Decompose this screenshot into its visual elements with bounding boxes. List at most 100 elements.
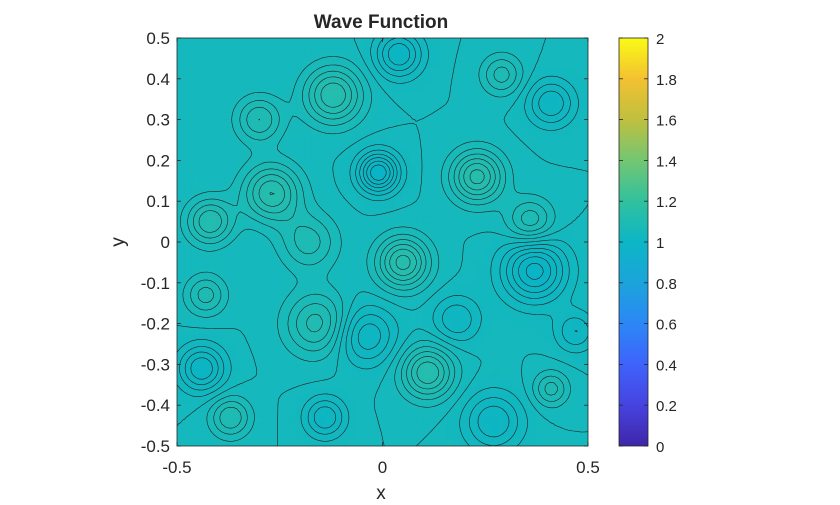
heat-cell: [483, 364, 492, 373]
heat-cell: [378, 245, 387, 254]
heat-cell: [326, 208, 335, 217]
heat-cell: [446, 371, 455, 380]
heat-cell: [229, 178, 238, 187]
heat-cell: [431, 408, 440, 417]
heat-cell: [543, 431, 552, 440]
heat-cell: [558, 371, 567, 380]
heat-cell: [558, 178, 567, 187]
heat-cell: [341, 112, 350, 121]
heat-cell: [371, 193, 380, 202]
heat-cell: [378, 379, 387, 388]
heat-cell: [251, 438, 260, 446]
heat-cell: [281, 178, 290, 187]
heat-cell: [386, 67, 395, 76]
heat-cell: [191, 364, 201, 373]
heat-cell: [520, 401, 529, 410]
heat-cell: [475, 238, 484, 247]
heat-cell: [543, 208, 552, 217]
heat-cell: [460, 312, 470, 321]
heat-cell: [259, 82, 268, 91]
heat-cell: [371, 127, 380, 136]
heat-cell: [401, 141, 410, 150]
heat-cell: [460, 164, 470, 173]
heat-cell: [401, 260, 410, 269]
heat-cell: [184, 423, 193, 432]
heat-cell: [199, 178, 208, 187]
heat-cell: [408, 290, 417, 299]
heat-cell: [296, 364, 305, 373]
heat-cell: [221, 349, 230, 358]
heat-cell: [363, 297, 372, 306]
heat-cell: [304, 97, 313, 106]
heat-cell: [550, 60, 559, 69]
heat-cell: [184, 75, 193, 84]
heat-cell: [356, 178, 365, 187]
heat-cell: [573, 141, 582, 150]
heat-cell: [304, 238, 313, 247]
heat-cell: [259, 297, 268, 306]
heat-cell: [221, 394, 230, 403]
heat-cell: [483, 60, 492, 69]
heat-cell: [318, 364, 328, 373]
heat-cell: [348, 334, 357, 343]
heat-cell: [438, 379, 447, 388]
heat-cell: [259, 223, 268, 232]
heat-cell: [573, 127, 582, 136]
heat-cell: [408, 193, 417, 202]
heat-cell: [408, 171, 417, 180]
heat-cell: [348, 253, 357, 262]
heat-cell: [281, 45, 290, 54]
heat-cell: [363, 230, 372, 239]
heat-cell: [266, 371, 275, 380]
heat-cell: [528, 75, 537, 84]
heat-cell: [229, 349, 238, 358]
heat-cell: [356, 223, 365, 232]
heat-cell: [475, 216, 484, 225]
heat-cell: [446, 297, 455, 306]
heat-cell: [453, 60, 462, 69]
heat-cell: [296, 127, 305, 136]
heat-cell: [520, 267, 529, 276]
heat-cell: [236, 75, 245, 84]
heat-cell: [401, 364, 410, 373]
heat-cell: [468, 260, 477, 269]
y-tick-label: -0.5: [141, 437, 170, 456]
heat-cell: [206, 260, 215, 269]
heat-cell: [274, 164, 283, 173]
heat-cell: [520, 438, 529, 446]
heat-cell: [199, 438, 208, 446]
heat-cell: [229, 134, 238, 143]
heat-cell: [296, 245, 305, 254]
heat-cell: [199, 186, 208, 195]
heat-cell: [378, 216, 387, 225]
heat-cell: [363, 134, 372, 143]
heat-cell: [326, 119, 335, 128]
heat-cell: [318, 438, 328, 446]
heat-cell: [565, 164, 574, 173]
heat-cell: [333, 141, 342, 150]
heat-cell: [244, 149, 253, 158]
heat-cell: [423, 97, 432, 106]
heat-cell: [199, 171, 208, 180]
heat-cell: [408, 253, 417, 262]
heat-cell: [221, 119, 230, 128]
heat-cell: [535, 97, 544, 106]
heat-cell: [326, 342, 335, 351]
heat-cell: [333, 416, 342, 425]
heat-cell: [281, 253, 290, 262]
heat-cell: [326, 394, 335, 403]
heat-cell: [333, 364, 342, 373]
heat-cell: [341, 356, 350, 365]
heat-cell: [229, 193, 238, 202]
heat-cell: [236, 305, 245, 314]
heat-cell: [371, 371, 380, 380]
heat-cell: [363, 104, 372, 113]
heat-cell: [311, 67, 320, 76]
heat-cell: [251, 342, 260, 351]
plot-area[interactable]: [176, 37, 589, 447]
heat-cell: [199, 282, 208, 291]
heat-cell: [348, 216, 357, 225]
heat-cell: [393, 408, 402, 417]
heat-cell: [483, 423, 492, 432]
heat-cell: [408, 238, 417, 247]
